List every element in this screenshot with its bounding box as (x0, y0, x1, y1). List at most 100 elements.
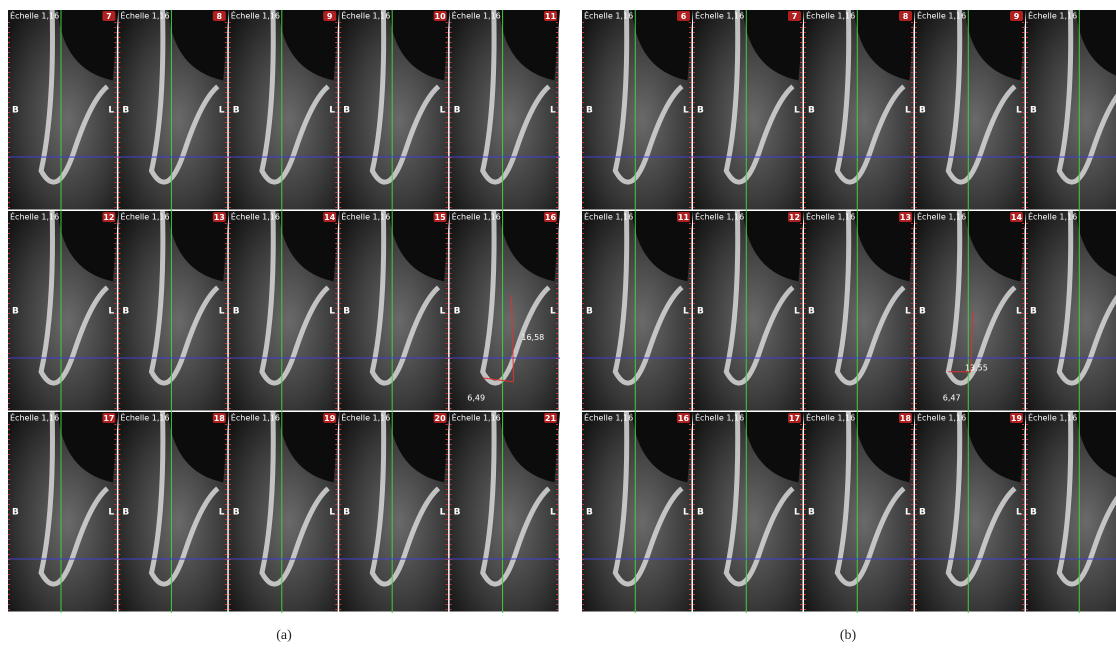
slice-number: 18 (214, 414, 226, 423)
side-label: L (1016, 307, 1022, 317)
side-label: B (122, 508, 129, 518)
measurement: 16,58 (521, 333, 544, 342)
slice-number: 12 (789, 213, 800, 222)
side-label: B (233, 508, 240, 518)
panel-caption: (b) (840, 628, 857, 643)
side-label: B (343, 106, 350, 116)
scale-label: Échelle 1,16 (341, 211, 390, 222)
side-label: B (919, 307, 926, 317)
ct-slice: Échelle 1,16 11 B L (450, 10, 560, 212)
scale-label: Échelle 1,16 (120, 10, 169, 21)
side-label: L (440, 106, 446, 116)
scale-label: Échelle 1,16 (1028, 412, 1077, 423)
scale-label: Échelle 1,16 (231, 412, 280, 423)
side-label: B (919, 508, 926, 518)
side-label: B (586, 307, 593, 317)
measurement: 6,49 (467, 393, 485, 402)
slice-number: 8 (903, 12, 909, 21)
side-label: B (586, 106, 593, 116)
scale-label: Échelle 1,16 (10, 10, 59, 21)
side-label: B (343, 508, 350, 518)
slice-number: 15 (435, 213, 447, 222)
side-label: L (905, 106, 911, 116)
slice-number: 6 (681, 12, 687, 21)
side-label: L (440, 307, 446, 317)
scale-label: Échelle 1,16 (231, 10, 280, 21)
ct-slice: Échelle 1,1616BL (582, 412, 693, 614)
side-label: B (454, 508, 461, 518)
scale-label: Échelle 1,16 (231, 211, 280, 222)
side-label: B (808, 508, 815, 518)
scale-label: Échelle 1,16 (806, 211, 855, 222)
ct-slice: Échelle 1,16 11 B L (582, 211, 693, 413)
slice-number: 20 (435, 414, 447, 423)
ct-slice: Échelle 1,1619BL (915, 412, 1026, 614)
side-label: L (550, 307, 556, 317)
slice-number: 16 (545, 213, 557, 222)
side-label: B (12, 106, 19, 116)
side-label: B (454, 106, 461, 116)
side-label: L (329, 307, 335, 317)
side-label: B (233, 307, 240, 317)
side-label: B (122, 106, 129, 116)
scale-label: Échelle 1,16 (917, 412, 966, 423)
side-label: B (454, 307, 461, 317)
scale-label: Échelle 1,16 (695, 211, 744, 222)
side-label: B (808, 106, 815, 116)
side-label: L (1016, 106, 1022, 116)
side-label: B (12, 508, 19, 518)
side-label: L (683, 106, 689, 116)
side-label: B (1030, 307, 1037, 317)
slice-number: 11 (545, 12, 557, 21)
scale-label: Échelle 1,16 (341, 412, 390, 423)
side-label: L (550, 508, 556, 518)
side-label: B (919, 106, 926, 116)
slice-number: 9 (1014, 12, 1020, 21)
ct-slice: Échelle 1,1617BL (8, 412, 118, 614)
side-label: B (343, 307, 350, 317)
ct-slice: Échelle 1,1614BL13,556,47 (915, 211, 1026, 413)
side-label: L (905, 307, 911, 317)
scale-label: Échelle 1,16 (120, 211, 169, 222)
scale-label: Échelle 1,16 (584, 211, 633, 222)
ct-slice: Échelle 1,16B (1026, 211, 1116, 413)
side-label: L (550, 106, 556, 116)
scale-label: Échelle 1,16 (452, 412, 501, 423)
ct-slice: Échelle 1,1617BL (693, 412, 804, 614)
measurement: 13,55 (965, 363, 988, 372)
side-label: L (219, 508, 225, 518)
slice-number: 13 (214, 213, 225, 222)
side-label: L (683, 307, 689, 317)
side-label: B (697, 106, 704, 116)
ct-slice: Échelle 1,16B (1026, 412, 1116, 614)
ct-slice: Échelle 1,1613BL (804, 211, 915, 413)
ct-slice: Échelle 1,16 14 B L (229, 211, 339, 413)
side-label: L (108, 508, 114, 518)
slice-number: 21 (545, 414, 557, 423)
scale-label: Échelle 1,16 (341, 10, 390, 21)
slice-number: 7 (106, 12, 112, 21)
ct-slice: Échelle 1,16 21 B L (450, 412, 560, 614)
scale-label: Échelle 1,16 (806, 412, 855, 423)
scale-label: Échelle 1,16 (695, 412, 744, 423)
ct-slice: Échelle 1,16B (1026, 10, 1116, 212)
slice-number: 11 (678, 213, 690, 222)
side-label: L (219, 307, 225, 317)
slice-number: 9 (327, 12, 333, 21)
slice-number: 14 (324, 213, 336, 222)
scale-label: Échelle 1,16 (452, 10, 501, 21)
panel: Échelle 1,167BLÉchelle 1,168BLÉchelle 1,… (8, 10, 560, 614)
side-label: L (108, 307, 114, 317)
panel-caption: (a) (276, 628, 292, 643)
slice-number: 17 (103, 414, 114, 423)
ct-slice: Échelle 1,1618BL (804, 412, 915, 614)
measurement: 6,47 (943, 393, 961, 402)
